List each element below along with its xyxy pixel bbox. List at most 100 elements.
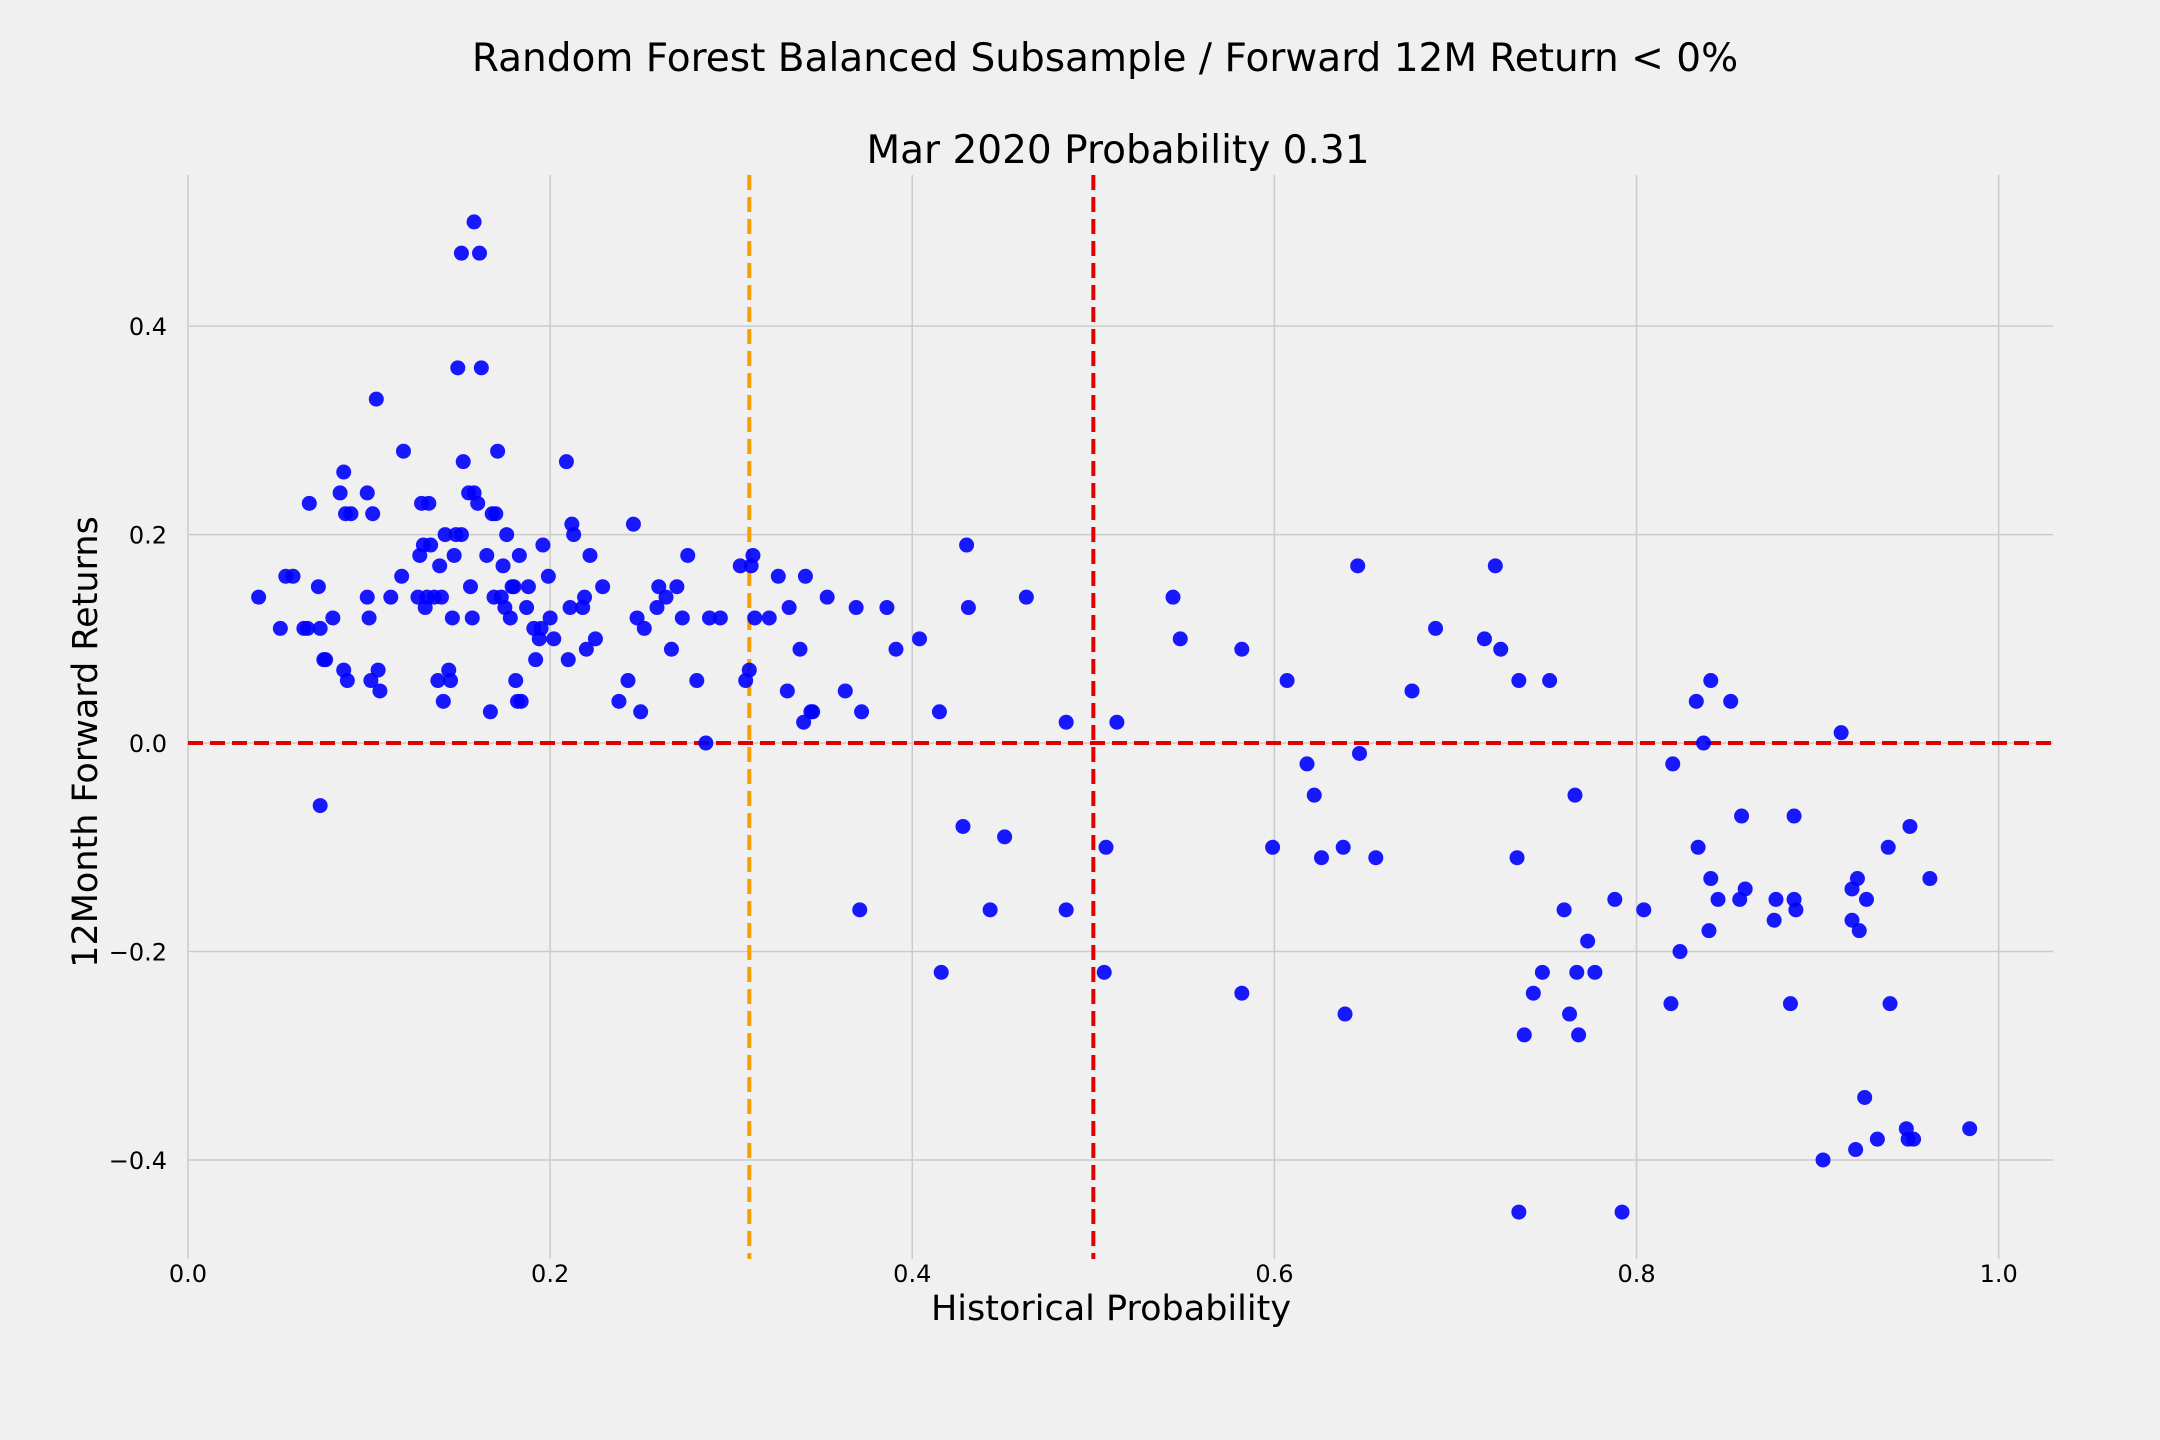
data-point: [1906, 1131, 1922, 1147]
data-point: [332, 485, 348, 501]
data-point: [1880, 839, 1896, 855]
data-point: [689, 673, 705, 689]
data-point: [761, 610, 777, 626]
data-point: [1352, 745, 1368, 761]
data-point: [997, 829, 1013, 845]
data-point: [796, 714, 812, 730]
x-tick-label: 0.0: [169, 1260, 207, 1288]
data-point: [1737, 881, 1753, 897]
data-point: [1058, 902, 1074, 918]
data-point: [792, 641, 808, 657]
data-point: [625, 516, 641, 532]
data-point: [888, 641, 904, 657]
data-point: [508, 673, 524, 689]
data-point: [502, 610, 518, 626]
data-point: [318, 652, 334, 668]
data-point: [1018, 589, 1034, 605]
data-point: [651, 579, 667, 595]
data-point: [437, 527, 453, 543]
data-point: [1734, 808, 1750, 824]
data-point: [1844, 912, 1860, 928]
data-point: [1902, 818, 1918, 834]
y-tick-label: 0.2: [129, 522, 167, 550]
data-point: [1335, 839, 1351, 855]
data-point: [542, 610, 558, 626]
data-point: [359, 589, 375, 605]
data-point: [1556, 902, 1572, 918]
data-point: [339, 673, 355, 689]
data-point: [423, 537, 439, 553]
y-tick-label: 0.4: [129, 313, 167, 341]
data-point: [1476, 631, 1492, 647]
data-point: [1234, 641, 1250, 657]
data-point: [1587, 964, 1603, 980]
data-point: [453, 527, 469, 543]
data-point: [443, 673, 459, 689]
data-point: [300, 620, 316, 636]
data-point: [805, 704, 821, 720]
data-point: [854, 704, 870, 720]
data-point: [931, 704, 947, 720]
data-point: [1768, 891, 1784, 907]
data-point: [535, 537, 551, 553]
x-tick-label: 0.2: [531, 1260, 569, 1288]
data-point: [455, 454, 471, 470]
data-point: [1265, 839, 1281, 855]
data-point: [368, 391, 384, 407]
data-point: [1571, 1027, 1587, 1043]
data-point: [1569, 964, 1585, 980]
data-point: [1703, 871, 1719, 887]
data-point: [466, 214, 482, 230]
data-point: [430, 673, 446, 689]
x-tick-label: 0.4: [893, 1260, 931, 1288]
data-point: [336, 464, 352, 480]
data-point: [528, 652, 544, 668]
data-point: [558, 454, 574, 470]
data-point: [499, 527, 515, 543]
data-point: [1350, 558, 1366, 574]
data-point: [1337, 1006, 1353, 1022]
data-point: [1788, 902, 1804, 918]
data-point: [595, 579, 611, 595]
data-point: [629, 610, 645, 626]
data-point: [620, 673, 636, 689]
y-tick-label: −0.4: [109, 1147, 167, 1175]
data-point: [933, 964, 949, 980]
data-point: [464, 610, 480, 626]
data-point: [1172, 631, 1188, 647]
data-point: [1882, 996, 1898, 1012]
data-point: [394, 568, 410, 584]
data-point: [1815, 1152, 1831, 1168]
data-point: [365, 506, 381, 522]
data-point: [450, 360, 466, 376]
data-point: [1701, 923, 1717, 939]
data-point: [1696, 735, 1712, 751]
data-point: [1663, 996, 1679, 1012]
data-point: [325, 610, 341, 626]
data-point: [1487, 558, 1503, 574]
data-point: [1723, 693, 1739, 709]
data-point: [1851, 923, 1867, 939]
data-point: [1710, 891, 1726, 907]
data-point: [1786, 808, 1802, 824]
data-point: [462, 579, 478, 595]
data-point: [1962, 1121, 1978, 1137]
data-point: [1058, 714, 1074, 730]
data-point: [566, 527, 582, 543]
data-point: [1279, 673, 1295, 689]
data-point: [511, 547, 527, 563]
data-point: [1857, 1089, 1873, 1105]
data-point: [1636, 902, 1652, 918]
data-point: [779, 683, 795, 699]
data-point: [432, 558, 448, 574]
x-tick-label: 0.6: [1255, 1260, 1293, 1288]
data-point: [1404, 683, 1420, 699]
data-point: [372, 683, 388, 699]
data-point: [490, 443, 506, 459]
data-point: [698, 735, 714, 751]
chart-subtitle: Mar 2020 Probability 0.31: [866, 128, 1369, 173]
y-tick-label: −0.2: [109, 939, 167, 967]
data-point: [272, 620, 288, 636]
data-point: [473, 360, 489, 376]
